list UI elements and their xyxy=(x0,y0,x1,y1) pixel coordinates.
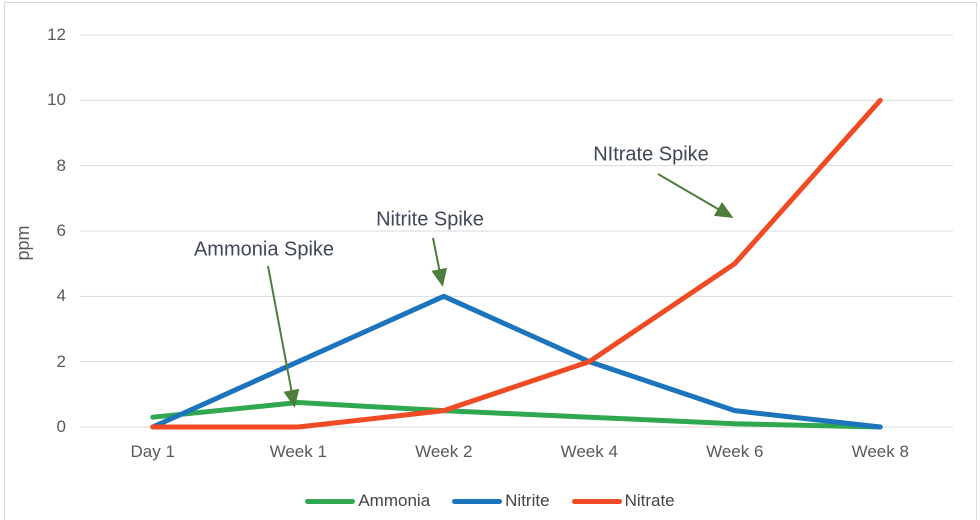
series-line-nitrite xyxy=(150,293,883,430)
legend: Ammonia Nitrite Nitrate xyxy=(0,489,980,513)
annotation-arrow xyxy=(657,173,734,219)
series-lines xyxy=(150,97,883,430)
series-line-nitrate xyxy=(150,97,883,430)
annotation-arrow xyxy=(267,265,300,408)
legend-label: Nitrite xyxy=(505,491,550,510)
legend-label: Ammonia xyxy=(358,491,431,510)
y-tick-label: 12 xyxy=(47,25,66,44)
annotation-label: NItrate Spike xyxy=(593,143,709,166)
y-tick-label: 4 xyxy=(56,286,66,306)
x-category-label: Week 6 xyxy=(706,442,764,461)
annotation-label: Ammonia Spike xyxy=(193,238,335,261)
y-tick-label: 2 xyxy=(56,351,66,371)
legend-line-swatch xyxy=(571,498,622,504)
annotation-label: Nitrite Spike xyxy=(376,208,484,231)
series-line-ammonia xyxy=(150,400,883,430)
legend-label: Nitrate xyxy=(624,491,675,510)
x-category-label: Week 2 xyxy=(415,442,473,461)
y-tick-label: 10 xyxy=(47,90,66,110)
y-tick-label: 6 xyxy=(56,221,66,240)
annotation-arrow xyxy=(431,237,448,287)
gridlines xyxy=(80,34,953,428)
x-category-label: Week 1 xyxy=(269,442,327,461)
legend-line-swatch xyxy=(305,498,356,504)
x-category-label: Week 8 xyxy=(851,442,909,461)
annotation-arrows xyxy=(267,173,734,408)
legend-line-swatch xyxy=(452,498,503,504)
x-category-label: Week 4 xyxy=(560,442,618,461)
y-tick-label: 8 xyxy=(56,155,66,175)
y-tick-label: 0 xyxy=(56,417,66,436)
legend-item-nitrite: Nitrite xyxy=(452,491,550,511)
legend-item-nitrate: Nitrate xyxy=(571,491,675,511)
legend-item-ammonia: Ammonia xyxy=(305,491,430,511)
x-category-label: Day 1 xyxy=(130,442,175,461)
